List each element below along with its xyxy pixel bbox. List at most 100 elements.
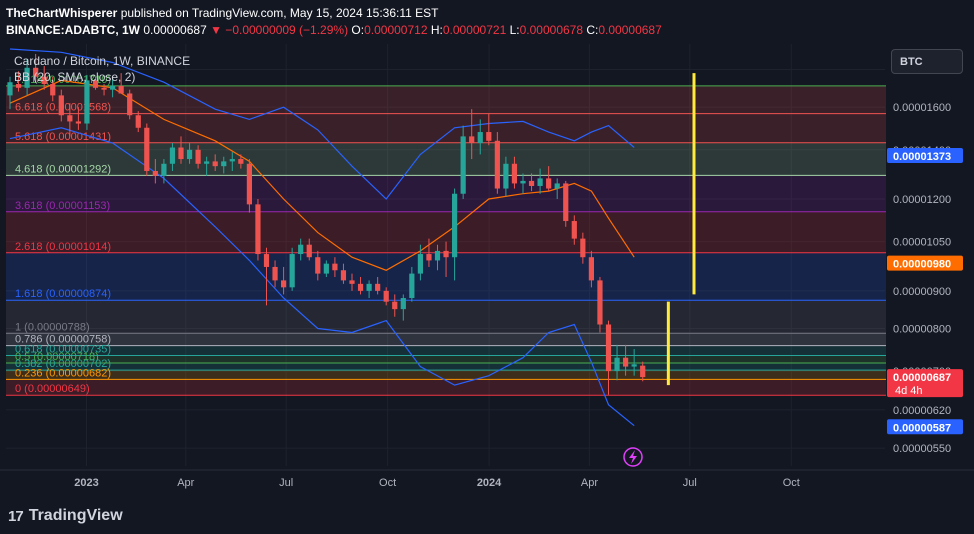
fib-zone	[6, 85, 886, 114]
price-tag-label: 0.00000587	[893, 422, 951, 434]
candle-body	[409, 273, 415, 299]
price-chart[interactable]: 7.618 (0.00001710)6.618 (0.00001568)5.61…	[0, 44, 974, 498]
candle-body	[7, 82, 13, 96]
fib-zone	[6, 113, 886, 143]
candle-body	[631, 364, 637, 367]
price-tag-label: 0.00000980	[893, 259, 951, 271]
candle-body	[452, 193, 458, 258]
candle-body	[152, 171, 158, 176]
candle-body	[640, 365, 646, 378]
publish-text: published on TradingView.com, May 15, 20…	[120, 6, 439, 20]
price-tag	[887, 148, 963, 164]
candle-body	[272, 266, 278, 281]
candle-body	[246, 163, 252, 205]
currency-button[interactable]: BTC	[891, 49, 963, 74]
lightning-icon-circle	[623, 447, 643, 467]
candle-body	[426, 254, 432, 261]
candle-body	[623, 357, 629, 367]
candle-body	[528, 180, 535, 186]
fib-zone	[6, 142, 886, 176]
tradingview-mark-icon: 17	[8, 507, 24, 525]
candle-body	[135, 115, 141, 128]
candle-body	[41, 76, 47, 85]
candle-body	[67, 115, 73, 122]
candle-body	[195, 149, 201, 164]
candle-body	[469, 136, 475, 144]
fib-zone	[6, 379, 886, 396]
candle-body	[161, 163, 167, 176]
candle-body	[238, 159, 244, 164]
candle-body	[33, 67, 39, 77]
author-name[interactable]: TheChartWhisperer	[6, 6, 118, 20]
bb-basis-line	[9, 79, 635, 271]
candle-body	[118, 85, 124, 94]
ohlc-line: BINANCE:ADABTC, 1W 0.00000687 ▼ −0.00000…	[6, 23, 662, 37]
x-tick-label: Jul	[279, 477, 293, 489]
x-tick-label: Oct	[783, 477, 800, 489]
candle-body	[375, 283, 381, 291]
low-label: L:	[509, 23, 520, 37]
fib-level-label: 0.618 (0.00000735)	[15, 344, 111, 356]
tradingview-logo[interactable]: 17 TradingView	[8, 507, 123, 525]
candle-body	[323, 263, 329, 274]
chart-legend-title[interactable]: Cardano / Bitcoin, 1W, BINANCE	[14, 54, 191, 68]
close-label: C:	[586, 23, 599, 37]
y-tick-label: 0.00001050	[893, 237, 951, 249]
bollinger-legend[interactable]: BB (20, SMA, close, 2)	[14, 70, 136, 84]
candle-body	[212, 161, 218, 167]
fib-zone	[6, 355, 886, 363]
candle-body	[580, 238, 586, 258]
candle-body	[537, 178, 543, 186]
open-label: O:	[351, 23, 365, 37]
x-tick-label: Apr	[177, 477, 194, 489]
candle-body	[349, 280, 355, 284]
close-value: 0.00000687	[598, 23, 662, 37]
candle-body	[144, 127, 150, 172]
x-tick-label: 2023	[74, 477, 98, 489]
candle-body	[340, 270, 347, 281]
y-tick-label: 0.00001600	[893, 102, 951, 114]
symbol-label: BINANCE:ADABTC, 1W	[6, 23, 140, 37]
fib-zone	[6, 300, 886, 334]
price-tag	[887, 419, 963, 435]
candle-body	[503, 163, 509, 189]
fib-level-label: 0.5 (0.00000718)	[15, 351, 99, 363]
candle-body	[58, 95, 64, 116]
candle-body	[460, 136, 466, 194]
fib-level-label: 0.382 (0.00000702)	[15, 358, 111, 370]
fib-zone	[6, 175, 886, 212]
y-tick-label: 0.00000900	[893, 286, 951, 298]
candle-body	[571, 221, 577, 239]
footer: 17 TradingView	[0, 498, 974, 534]
candle-body	[15, 84, 22, 88]
candle-body	[614, 357, 620, 372]
tradingview-logo-text: TradingView	[28, 507, 123, 524]
candle-body	[511, 163, 518, 184]
candle-body	[229, 159, 235, 162]
fib-zone	[6, 345, 886, 356]
low-value: 0.00000678	[519, 23, 584, 37]
candle-body	[315, 257, 321, 274]
x-tick-label: Apr	[581, 477, 598, 489]
price-tag-label: 0.00001373	[893, 151, 951, 163]
candle-body	[546, 178, 552, 189]
candle-body	[263, 254, 270, 267]
candle-body	[289, 254, 295, 288]
candle-body	[477, 132, 483, 144]
high-value: 0.00000721	[442, 23, 507, 37]
fib-level-label: 0 (0.00000649)	[15, 383, 90, 395]
candle-body	[383, 290, 389, 302]
candle-body	[392, 301, 398, 310]
candle-body	[332, 263, 338, 271]
candle-body	[417, 254, 423, 274]
candle-body	[520, 180, 526, 184]
y-tick-label: 0.00000550	[893, 443, 951, 455]
y-tick-label: 0.00000620	[893, 405, 951, 417]
lightning-icon	[623, 447, 643, 467]
candle-body	[92, 80, 99, 88]
fib-zone	[6, 370, 886, 380]
high-label: H:	[430, 23, 443, 37]
candle-body	[221, 161, 227, 167]
fib-level-label: 1.618 (0.00000874)	[15, 288, 111, 300]
fib-level-label: 5.618 (0.00001431)	[15, 131, 111, 143]
